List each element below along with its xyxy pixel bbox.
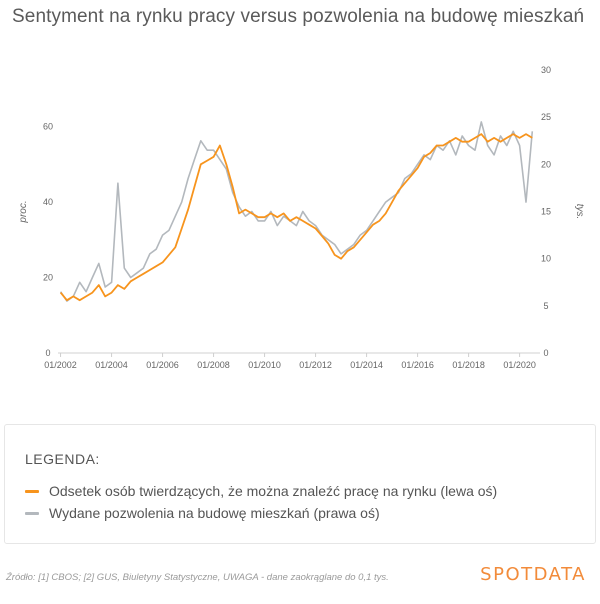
x-tick-label: 01/2010	[248, 360, 281, 370]
legend-item-label: Odsetek osób twierdzących, że można znal…	[49, 483, 498, 499]
series-line-permits	[59, 121, 534, 302]
y-right-tick-label: 30	[541, 65, 551, 75]
y-left-tick-label: 0	[45, 348, 50, 358]
legend-item-sentiment: Odsetek osób twierdzących, że można znal…	[25, 483, 497, 499]
x-axis: 01/2002 01/2004 01/2006 01/2008 01/2010 01/20…	[44, 352, 540, 370]
legend-swatch-orange	[25, 489, 39, 493]
y-right-tick-label: 10	[541, 254, 551, 264]
y-right-tick-label: 15	[541, 207, 551, 217]
y-left-tick-label: 20	[43, 273, 53, 283]
x-tick-label: 01/2020	[503, 360, 536, 370]
y-right-tick-label: 25	[541, 112, 551, 122]
y-right-tick-label: 5	[543, 301, 548, 311]
y-right-axis: 0 5 10 15 20 25 30	[541, 65, 551, 358]
legend: LEGENDA: Odsetek osób twierdzących, że m…	[4, 424, 596, 544]
y-left-axis: 0 20 40 60	[43, 122, 53, 358]
line-chart: 01/2002 01/2004 01/2006 01/2008 01/2010 01/20…	[18, 65, 585, 370]
x-tick-label: 01/2008	[197, 360, 230, 370]
y-left-axis-title: proc.	[18, 200, 29, 223]
legend-swatch-gray	[25, 511, 39, 515]
y-right-axis-title: tys.	[574, 204, 585, 220]
x-tick-label: 01/2014	[350, 360, 383, 370]
y-left-tick-label: 40	[43, 197, 53, 207]
legend-heading: LEGENDA:	[25, 451, 100, 467]
x-tick-label: 01/2012	[299, 360, 332, 370]
x-tick-label: 01/2002	[44, 360, 77, 370]
series-layer	[59, 121, 534, 302]
x-tick-label: 01/2004	[95, 360, 128, 370]
series-line-sentiment	[59, 133, 533, 302]
spotdata-logo: SPOTDATA	[480, 564, 586, 585]
y-right-tick-label: 0	[543, 348, 548, 358]
legend-item-permits: Wydane pozwolenia na budowę mieszkań (pr…	[25, 505, 380, 521]
x-tick-label: 01/2006	[146, 360, 179, 370]
x-tick-label: 01/2016	[401, 360, 434, 370]
chart-title: Sentyment na rynku pracy versus pozwolen…	[12, 6, 585, 27]
legend-item-label: Wydane pozwolenia na budowę mieszkań (pr…	[49, 505, 380, 521]
y-right-tick-label: 20	[541, 159, 551, 169]
y-left-tick-label: 60	[43, 122, 53, 132]
source-note: Źródło: [1] CBOS; [2] GUS, Biuletyny Sta…	[6, 572, 389, 583]
x-tick-label: 01/2018	[452, 360, 485, 370]
